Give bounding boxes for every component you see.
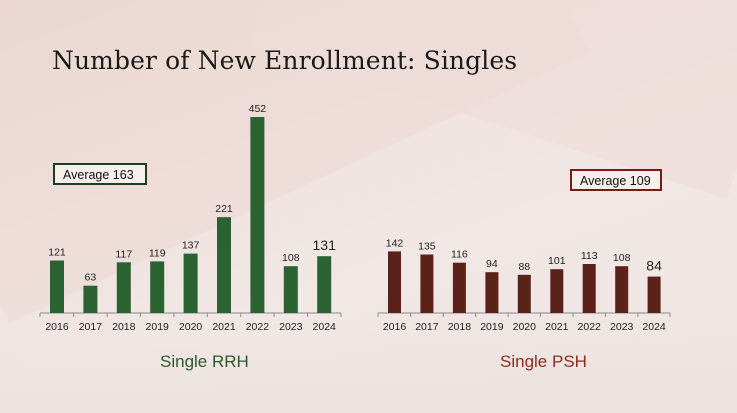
rrh-data-label: 137 (182, 240, 200, 252)
rrh-chart: 121 2016 63 2017 117 2018 119 2019 137 2020 221 202… (39, 103, 342, 333)
psh-bar (550, 269, 564, 313)
psh-tick-label: 2019 (480, 321, 504, 333)
psh-tick-label: 2023 (610, 321, 634, 333)
psh-data-label: 108 (613, 252, 631, 264)
rrh-average-box: Average 163 (53, 163, 147, 185)
psh-data-label: 84 (646, 258, 662, 274)
rrh-tick-label: 2020 (179, 321, 203, 333)
psh-tick-label: 2024 (642, 321, 666, 333)
psh-tick-label: 2016 (383, 321, 407, 333)
psh-chart-label: Single PSH (500, 352, 587, 371)
psh-bar (452, 262, 466, 313)
rrh-tick-label: 2021 (212, 321, 236, 333)
rrh-data-label: 131 (313, 237, 337, 253)
rrh-bar (250, 117, 265, 313)
psh-bar (388, 251, 401, 313)
rrh-data-label: 63 (85, 272, 97, 284)
rrh-tick-label: 2019 (146, 321, 170, 333)
rrh-tick-label: 2024 (313, 321, 337, 333)
psh-average-box: Average 109 (570, 169, 662, 191)
rrh-bar (50, 260, 64, 313)
psh-data-label: 142 (386, 237, 404, 249)
rrh-tick-label: 2023 (279, 321, 303, 333)
page-title: Number of New Enrollment: Singles (52, 46, 518, 75)
rrh-bar (150, 261, 165, 313)
psh-data-label: 113 (581, 250, 598, 262)
rrh-bar (217, 217, 231, 313)
psh-data-label: 101 (548, 255, 566, 267)
rrh-tick-label: 2018 (112, 321, 136, 333)
psh-bar (582, 264, 596, 313)
rrh-data-label: 452 (249, 103, 267, 115)
rrh-bar (183, 253, 198, 313)
rrh-tick-label: 2016 (45, 321, 69, 333)
psh-tick-label: 2021 (545, 321, 569, 333)
psh-data-label: 94 (486, 258, 498, 270)
psh-tick-label: 2020 (513, 321, 537, 333)
psh-tick-label: 2022 (578, 321, 602, 333)
rrh-bar (83, 285, 98, 313)
rrh-data-label: 108 (282, 252, 300, 264)
rrh-data-label: 221 (215, 203, 233, 215)
psh-bar (485, 272, 499, 313)
psh-bar (647, 276, 661, 313)
psh-bar (517, 274, 531, 313)
psh-tick-label: 2017 (415, 321, 439, 333)
psh-data-label: 116 (451, 249, 468, 261)
background-floor (0, 315, 737, 413)
psh-data-label: 88 (518, 261, 530, 273)
rrh-data-label: 119 (149, 247, 166, 259)
rrh-bar (116, 262, 131, 313)
rrh-data-label: 117 (115, 248, 132, 260)
psh-chart: 142 2016 135 2017 116 2018 94 2019 88 2020 101 2021… (377, 237, 671, 333)
rrh-chart-label: Single RRH (160, 352, 249, 371)
psh-tick-label: 2018 (448, 321, 472, 333)
psh-bar (615, 266, 629, 313)
rrh-bar (283, 266, 298, 313)
rrh-bar (317, 256, 332, 313)
rrh-tick-label: 2017 (79, 321, 103, 333)
psh-data-label: 135 (418, 241, 436, 253)
rrh-tick-label: 2022 (246, 321, 270, 333)
psh-bar (420, 254, 434, 313)
rrh-data-label: 121 (48, 247, 66, 259)
